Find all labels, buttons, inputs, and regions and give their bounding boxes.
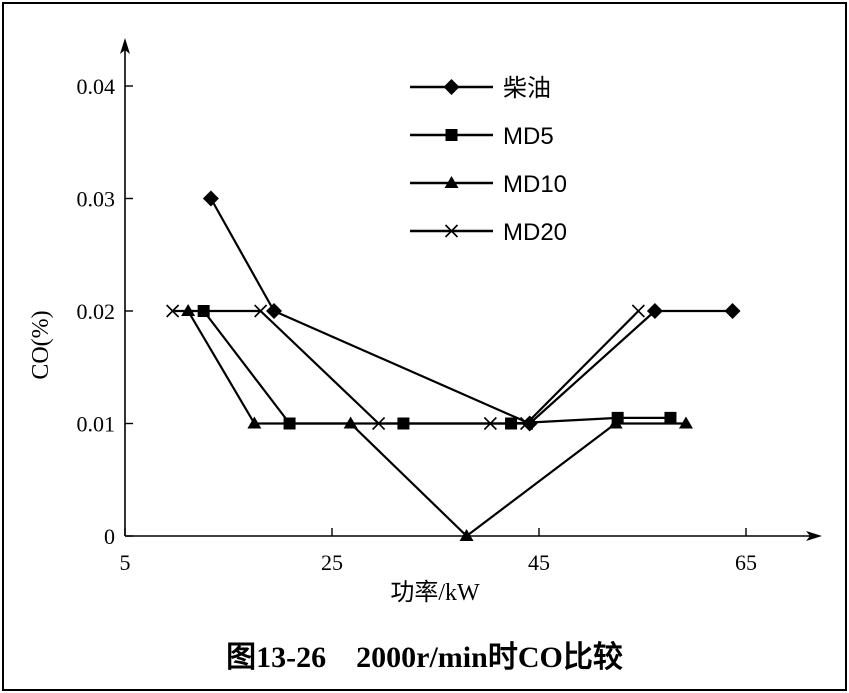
legend-label-3: MD20 bbox=[503, 219, 567, 246]
series-line-3 bbox=[172, 309, 640, 425]
y-tick-label: 0 bbox=[104, 524, 115, 549]
triangle-marker bbox=[608, 416, 623, 429]
legend-label-2: MD10 bbox=[503, 171, 567, 198]
x-tick-label: 5 bbox=[120, 550, 131, 575]
y-tick-label: 0.04 bbox=[77, 74, 116, 99]
y-tick-label: 0.01 bbox=[77, 412, 116, 437]
series-line-2 bbox=[187, 310, 686, 538]
x-axis-label: 功率/kW bbox=[390, 579, 480, 606]
x-marker bbox=[254, 304, 268, 318]
x-axis-arrow bbox=[806, 531, 822, 541]
x-marker bbox=[520, 416, 534, 431]
x-marker bbox=[372, 416, 386, 431]
diamond-marker bbox=[724, 303, 741, 319]
triangle-marker bbox=[343, 416, 358, 429]
square-marker bbox=[445, 129, 458, 141]
diamond-marker bbox=[443, 79, 460, 95]
triangle-marker bbox=[444, 176, 459, 188]
y-axis-label: CO(%) bbox=[28, 310, 54, 379]
legend-label-1: MD5 bbox=[503, 123, 554, 150]
triangle-marker bbox=[678, 416, 693, 429]
triangle-marker bbox=[459, 529, 474, 541]
x-marker bbox=[444, 224, 459, 238]
y-tick-label: 0.02 bbox=[77, 299, 116, 324]
x-marker bbox=[483, 416, 497, 431]
square-marker bbox=[664, 411, 677, 424]
x-marker bbox=[166, 304, 180, 318]
diamond-marker bbox=[202, 190, 219, 207]
diamond-marker bbox=[266, 303, 283, 319]
x-tick-label: 25 bbox=[321, 550, 343, 575]
figure-caption: 图13-26 2000r/min时CO比较 bbox=[226, 641, 623, 674]
series-line-1 bbox=[202, 310, 671, 425]
y-tick-label: 0.03 bbox=[77, 187, 116, 212]
y-axis-arrow bbox=[120, 38, 130, 54]
diamond-marker bbox=[646, 303, 663, 319]
x-tick-label: 45 bbox=[528, 550, 550, 575]
x-tick-label: 65 bbox=[735, 550, 757, 575]
x-marker bbox=[631, 304, 645, 318]
legend-label-0: 柴油 bbox=[503, 75, 551, 102]
triangle-marker bbox=[247, 416, 262, 429]
